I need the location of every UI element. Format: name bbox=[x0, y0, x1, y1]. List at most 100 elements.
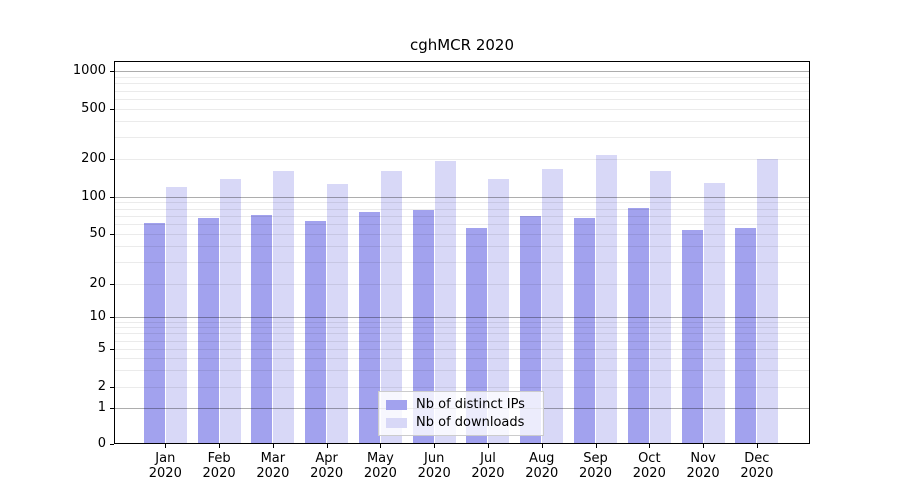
legend-label-ips: Nb of distinct IPs bbox=[416, 397, 525, 412]
x-label-year: 2020 bbox=[525, 466, 559, 481]
y-tick-500 bbox=[110, 109, 114, 110]
y-tick-5 bbox=[110, 349, 114, 350]
x-label-year: 2020 bbox=[148, 466, 182, 481]
x-tick-label-jul: Jul 2020 bbox=[458, 451, 518, 481]
bar-downloads-jan bbox=[165, 187, 187, 444]
legend-label-downloads: Nb of downloads bbox=[416, 415, 525, 430]
y-tick-10 bbox=[110, 317, 114, 318]
y-tick-label-500: 500 bbox=[81, 101, 106, 116]
y-tick-100 bbox=[110, 197, 114, 198]
bar-ips-aug bbox=[520, 215, 542, 444]
gridline-major-10 bbox=[115, 317, 809, 318]
legend-item-distinct-ips: Nb of distinct IPs bbox=[379, 397, 543, 412]
chart-title: cghMCR 2020 bbox=[409, 36, 515, 54]
gridline-minor-40 bbox=[115, 246, 809, 247]
gridline-minor-800 bbox=[115, 83, 809, 84]
bar-downloads-mar bbox=[273, 171, 295, 444]
bar-ips-jun bbox=[412, 210, 434, 444]
y-tick-label-5: 5 bbox=[97, 341, 106, 356]
x-tick-jan bbox=[165, 444, 166, 448]
gridline-minor-500 bbox=[115, 109, 809, 110]
x-label-month: May bbox=[366, 451, 394, 466]
bar-downloads-jun bbox=[434, 161, 456, 444]
x-label-month: Apr bbox=[315, 451, 338, 466]
bar-downloads-jul bbox=[488, 179, 510, 444]
x-tick-label-mar: Mar 2020 bbox=[243, 451, 303, 481]
x-label-year: 2020 bbox=[578, 466, 613, 481]
x-tick-feb bbox=[219, 444, 220, 448]
gridline-minor-7 bbox=[115, 333, 809, 334]
y-tick-label-100: 100 bbox=[81, 188, 106, 204]
bar-ips-may bbox=[358, 212, 380, 444]
gridline-minor-6 bbox=[115, 341, 809, 342]
x-tick-label-oct: Oct 2020 bbox=[619, 451, 679, 481]
y-tick-label-20: 20 bbox=[89, 276, 106, 292]
bar-downloads-aug bbox=[542, 169, 564, 444]
x-label-month: Sep bbox=[583, 451, 608, 466]
x-label-year: 2020 bbox=[363, 466, 397, 481]
gridline-minor-70 bbox=[115, 216, 809, 217]
x-tick-jul bbox=[488, 444, 489, 448]
x-label-month: Jul bbox=[480, 451, 496, 466]
bar-ips-dec bbox=[735, 228, 757, 444]
bar-downloads-nov bbox=[703, 183, 725, 444]
x-tick-oct bbox=[649, 444, 650, 448]
x-tick-label-apr: Apr 2020 bbox=[297, 451, 357, 481]
x-tick-dec bbox=[757, 444, 758, 448]
x-label-month: Jun bbox=[424, 451, 445, 466]
bar-ips-jul bbox=[466, 228, 488, 444]
x-label-month: Dec bbox=[744, 451, 770, 466]
x-tick-nov bbox=[703, 444, 704, 448]
gridline-minor-600 bbox=[115, 99, 809, 100]
x-tick-sep bbox=[596, 444, 597, 448]
y-tick-20 bbox=[110, 284, 114, 285]
gridline-minor-30 bbox=[115, 262, 809, 263]
x-label-month: Mar bbox=[260, 451, 286, 466]
legend-swatch-ips bbox=[386, 399, 407, 410]
legend-item-downloads: Nb of downloads bbox=[379, 415, 543, 430]
gridline-minor-50 bbox=[115, 234, 809, 235]
x-label-month: Oct bbox=[638, 451, 661, 466]
gridline-minor-9 bbox=[115, 322, 809, 323]
gridline-minor-20 bbox=[115, 284, 809, 285]
y-tick-label-200: 200 bbox=[81, 150, 106, 166]
x-tick-mar bbox=[273, 444, 274, 448]
y-tick-label-1000: 1000 bbox=[72, 63, 106, 79]
gridline-minor-90 bbox=[115, 202, 809, 203]
bar-ips-jan bbox=[143, 223, 165, 444]
bar-ips-feb bbox=[197, 217, 219, 444]
bar-downloads-sep bbox=[596, 154, 618, 444]
bar-downloads-dec bbox=[757, 158, 779, 444]
bar-ips-oct bbox=[627, 208, 649, 444]
x-tick-label-sep: Sep 2020 bbox=[566, 451, 626, 481]
gridline-minor-2 bbox=[115, 387, 809, 388]
x-label-month: Aug bbox=[529, 451, 555, 466]
gridline-major-1000 bbox=[115, 71, 809, 72]
gridline-minor-60 bbox=[115, 224, 809, 225]
x-label-year: 2020 bbox=[256, 466, 290, 481]
y-tick-label-0: 0 bbox=[97, 436, 106, 451]
gridline-minor-700 bbox=[115, 91, 809, 92]
x-tick-label-jun: Jun 2020 bbox=[404, 451, 464, 481]
bar-ips-nov bbox=[681, 230, 703, 444]
gridline-minor-5 bbox=[115, 349, 809, 350]
gridline-minor-3 bbox=[115, 370, 809, 371]
x-tick-label-may: May 2020 bbox=[350, 451, 410, 481]
x-tick-apr bbox=[327, 444, 328, 448]
x-tick-may bbox=[380, 444, 381, 448]
bar-ips-apr bbox=[305, 220, 327, 444]
y-tick-50 bbox=[110, 234, 114, 235]
x-tick-label-feb: Feb 2020 bbox=[189, 451, 249, 481]
x-tick-label-aug: Aug 2020 bbox=[512, 451, 572, 481]
gridline-minor-900 bbox=[115, 77, 809, 78]
y-tick-label-2: 2 bbox=[97, 379, 106, 394]
y-tick-2 bbox=[110, 387, 114, 388]
x-label-month: Jan bbox=[155, 451, 176, 466]
gridline-major-100 bbox=[115, 197, 809, 198]
x-label-month: Nov bbox=[690, 451, 716, 466]
x-label-year: 2020 bbox=[417, 466, 451, 481]
y-tick-200 bbox=[110, 159, 114, 160]
gridline-minor-80 bbox=[115, 209, 809, 210]
x-label-year: 2020 bbox=[202, 466, 236, 481]
x-label-year: 2020 bbox=[740, 466, 774, 481]
